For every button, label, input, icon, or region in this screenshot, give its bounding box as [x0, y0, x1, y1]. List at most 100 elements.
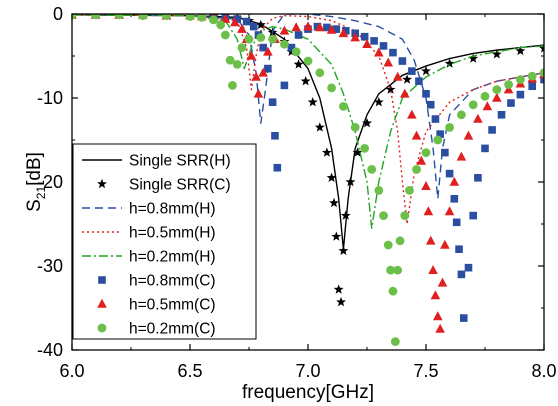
data-point [326, 172, 337, 183]
data-point [430, 290, 441, 300]
data-point [497, 111, 506, 119]
data-point [407, 109, 417, 119]
data-point [433, 311, 443, 321]
data-point [444, 58, 455, 68]
legend-marker [97, 323, 107, 333]
data-point [255, 19, 266, 30]
data-point [405, 186, 414, 195]
series-single-srr-h [72, 14, 544, 250]
data-point [221, 30, 230, 40]
data-point [440, 239, 450, 249]
legend-item-h-0-8mm-c: h=0.8mm(C) [98, 273, 216, 290]
data-point [293, 59, 304, 69]
data-point [362, 39, 372, 49]
data-point [457, 110, 466, 120]
data-point [412, 165, 421, 174]
legend-item-h-0-2mm-c: h=0.2mm(C) [97, 321, 216, 338]
legend-item-h-0-8mm-h: h=0.8mm(H) [82, 201, 216, 218]
data-point [392, 71, 403, 81]
data-point [385, 84, 396, 94]
data-point [492, 92, 502, 102]
data-point [209, 15, 219, 25]
data-point [91, 14, 100, 20]
data-point [251, 71, 261, 81]
legend-item-single-srr-h: Single SRR(H) [82, 153, 231, 170]
y-axis-label-unit: [dB] [24, 152, 45, 186]
legend-item-h-0-5mm-c: h=0.5mm(C) [97, 297, 216, 314]
y-axis-label: S21[dB] [24, 152, 48, 212]
data-point [315, 68, 325, 78]
data-point [456, 151, 467, 161]
data-point [431, 115, 440, 123]
data-point [425, 235, 436, 245]
data-point [473, 113, 483, 123]
legend-label: h=0.5mm(H) [129, 225, 216, 242]
data-point [259, 43, 267, 52]
data-point [360, 144, 370, 153]
data-point [360, 32, 369, 41]
data-point [540, 75, 544, 84]
x-tick-label: 6.5 [177, 361, 202, 381]
y-axis-label-main: S [24, 199, 45, 212]
data-point [230, 17, 240, 27]
data-point [459, 314, 468, 322]
data-point [350, 123, 360, 132]
data-point [268, 34, 277, 44]
data-point [423, 206, 434, 216]
data-point [416, 155, 427, 165]
data-point [527, 71, 537, 81]
legend-marker [97, 178, 107, 189]
data-point [445, 169, 454, 178]
data-point [315, 22, 325, 32]
data-point [515, 45, 526, 56]
legend-label: Single SRR(H) [129, 153, 231, 170]
legend: Single SRR(H) Single SRR(C) h=0.8mm(H) h=0.… [72, 143, 257, 340]
data-point [426, 100, 435, 109]
data-point [455, 245, 463, 253]
data-point [300, 76, 311, 86]
data-point [373, 97, 384, 107]
data-point [386, 265, 395, 275]
data-point [379, 42, 388, 50]
data-point [367, 165, 377, 174]
data-point [273, 163, 282, 172]
data-point [303, 21, 313, 31]
data-point [216, 20, 226, 30]
data-point [287, 43, 296, 52]
data-point [232, 60, 242, 69]
legend-marker [97, 298, 107, 308]
data-point [383, 57, 394, 67]
data-point [398, 57, 407, 65]
data-point [323, 23, 331, 32]
data-point [389, 48, 397, 57]
data-point [468, 53, 479, 63]
data-point [280, 39, 289, 49]
y-tick-label: -30 [37, 256, 63, 276]
legend-label: h=0.8mm(H) [129, 201, 216, 218]
data-point [464, 263, 473, 272]
data-point [313, 22, 322, 31]
data-point [421, 65, 431, 76]
legend-item-h-0-5mm-h: h=0.5mm(H) [82, 225, 216, 242]
data-point [352, 147, 363, 157]
data-point [528, 82, 536, 91]
data-point [421, 148, 431, 158]
data-point [291, 47, 301, 57]
series-line-single-srr-h [72, 14, 544, 250]
data-point [249, 22, 258, 31]
data-point [114, 14, 124, 20]
data-point [399, 88, 410, 98]
x-tick-label: 6.0 [59, 361, 84, 381]
data-point [338, 28, 349, 38]
data-point [331, 231, 342, 241]
data-point [383, 240, 393, 250]
series-h-0-2mm-h [72, 14, 544, 229]
data-point [408, 67, 416, 75]
data-point [422, 90, 430, 98]
data-point [516, 90, 525, 99]
data-point [233, 15, 241, 23]
data-point [340, 210, 351, 220]
data-point [338, 245, 349, 256]
data-point [374, 186, 384, 195]
